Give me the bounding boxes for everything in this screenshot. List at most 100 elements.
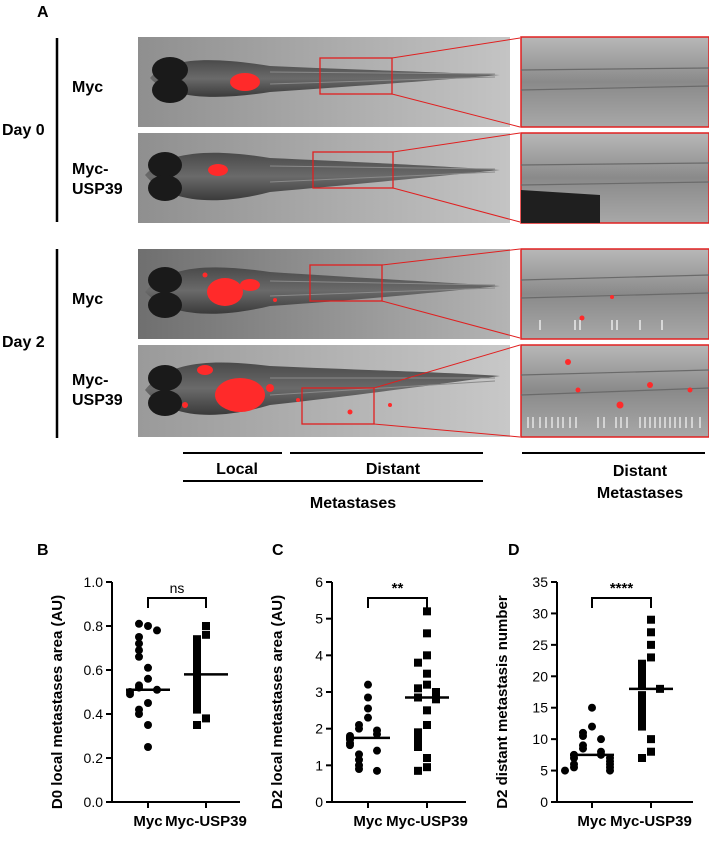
data-point-square bbox=[414, 658, 422, 667]
data-point-circle bbox=[364, 704, 372, 713]
data-point-circle bbox=[355, 765, 363, 773]
data-point-circle bbox=[570, 763, 578, 772]
row-label-mycusp39-d2-line2: USP39 bbox=[72, 392, 123, 409]
y-tick-label: 6 bbox=[315, 574, 323, 590]
data-point-circle bbox=[579, 732, 587, 740]
data-point-square bbox=[647, 628, 655, 637]
chart-d: 0 5 10 15 20 25 30 35 Myc Myc-USP39 D2 distant met… bbox=[494, 574, 693, 830]
y-tick-label: 0.8 bbox=[84, 618, 104, 634]
data-point-circle bbox=[144, 622, 152, 630]
data-point-square bbox=[414, 743, 422, 751]
data-point-square bbox=[638, 691, 646, 700]
footer-distant: Distant bbox=[366, 461, 421, 478]
panel-b-label: B bbox=[37, 542, 49, 559]
row-label-mycusp39-d0-line2: USP39 bbox=[72, 181, 123, 198]
data-point-circle bbox=[135, 639, 143, 648]
footer-right-line1: Distant bbox=[613, 463, 668, 480]
zoom-day2-myc bbox=[520, 248, 709, 340]
data-point-square bbox=[193, 674, 201, 683]
y-axis-title: D2 distant metastasis number bbox=[494, 595, 511, 809]
y-tick-label: 1.0 bbox=[84, 574, 104, 590]
data-point-square bbox=[414, 766, 422, 775]
row-label-myc-d0: Myc bbox=[72, 79, 103, 96]
significance-bracket bbox=[367, 597, 428, 608]
y-tick-label: 20 bbox=[532, 668, 548, 684]
y-tick-label: 2 bbox=[315, 721, 323, 737]
data-point-square bbox=[423, 706, 431, 715]
data-point-square bbox=[193, 661, 201, 670]
data-point-circle bbox=[144, 663, 152, 672]
data-point-square bbox=[414, 728, 422, 737]
group-label-day2: Day 2 bbox=[2, 334, 45, 351]
footer-metastases: Metastases bbox=[310, 495, 396, 512]
data-point-circle bbox=[346, 741, 354, 750]
image-day0-mycusp39 bbox=[138, 132, 521, 223]
data-point-circle bbox=[144, 743, 152, 751]
image-day0-myc bbox=[138, 37, 521, 128]
y-tick-label: 0.0 bbox=[84, 794, 104, 810]
row-label-mycusp39-d2-line1: Myc- bbox=[72, 372, 108, 389]
data-point-square bbox=[647, 640, 655, 649]
category-label: Myc bbox=[353, 813, 382, 830]
data-point-square bbox=[638, 754, 646, 762]
zoom-day2-mycusp39 bbox=[520, 344, 709, 438]
data-point-square bbox=[193, 705, 201, 714]
y-tick-label: 4 bbox=[315, 647, 323, 663]
y-tick-label: 3 bbox=[315, 684, 323, 700]
y-tick-label: 0.2 bbox=[84, 750, 104, 766]
data-point-square bbox=[193, 699, 201, 707]
data-point-circle bbox=[126, 690, 134, 699]
data-point-circle bbox=[355, 724, 363, 733]
data-point-circle bbox=[579, 744, 587, 753]
data-point-square bbox=[638, 710, 646, 718]
data-point-square bbox=[202, 630, 210, 639]
y-tick-label: 10 bbox=[532, 731, 548, 747]
data-point-square bbox=[414, 735, 422, 744]
y-axis-title: D2 local metastases area (AU) bbox=[269, 595, 286, 809]
data-point-square bbox=[193, 688, 201, 696]
category-label: Myc-USP39 bbox=[386, 813, 468, 830]
data-point-square bbox=[647, 735, 655, 744]
data-point-circle bbox=[561, 766, 569, 775]
data-point-square bbox=[193, 641, 201, 650]
data-point-square bbox=[423, 651, 431, 660]
data-point-square bbox=[638, 681, 646, 690]
row-label-mycusp39-d0-line1: Myc- bbox=[72, 161, 108, 178]
significance-label: ** bbox=[392, 580, 404, 597]
y-tick-label: 5 bbox=[315, 611, 323, 627]
data-point-square bbox=[423, 680, 431, 689]
panel-d-label: D bbox=[508, 542, 520, 559]
data-point-circle bbox=[364, 680, 372, 689]
data-point-circle bbox=[373, 746, 381, 755]
footer-local: Local bbox=[216, 461, 258, 478]
y-tick-label: 15 bbox=[532, 700, 548, 716]
data-point-square bbox=[638, 666, 646, 674]
data-point-circle bbox=[373, 730, 381, 739]
data-point-square bbox=[638, 703, 646, 712]
data-point-circle bbox=[597, 735, 605, 744]
zoom-day0-myc bbox=[520, 36, 709, 128]
y-tick-label: 0.6 bbox=[84, 662, 104, 678]
data-point-square bbox=[647, 747, 655, 756]
y-tick-label: 30 bbox=[532, 605, 548, 621]
category-label: Myc-USP39 bbox=[610, 813, 692, 830]
y-tick-label: 0.4 bbox=[84, 706, 104, 722]
data-point-circle bbox=[135, 619, 143, 628]
image-day2-mycusp39 bbox=[138, 344, 521, 438]
significance-label: ns bbox=[170, 580, 185, 596]
data-point-circle bbox=[135, 652, 143, 661]
data-point-square bbox=[638, 716, 646, 725]
data-point-circle bbox=[355, 750, 363, 759]
category-label: Myc bbox=[133, 813, 162, 830]
data-point-square bbox=[423, 607, 431, 616]
y-tick-label: 1 bbox=[315, 757, 323, 773]
significance-label: **** bbox=[610, 580, 634, 597]
chart-c: 0 1 2 3 4 5 6 Myc Myc-USP39 D2 local metastases a… bbox=[269, 574, 468, 830]
footer-right-line2: Metastases bbox=[597, 485, 683, 502]
y-axis-title: D0 local metastases area (AU) bbox=[49, 595, 66, 809]
data-point-square bbox=[193, 721, 201, 729]
panel-a-label: A bbox=[37, 4, 49, 21]
y-tick-label: 35 bbox=[532, 574, 548, 590]
data-point-circle bbox=[144, 674, 152, 683]
